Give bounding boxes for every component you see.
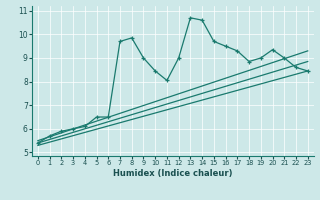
X-axis label: Humidex (Indice chaleur): Humidex (Indice chaleur)	[113, 169, 233, 178]
